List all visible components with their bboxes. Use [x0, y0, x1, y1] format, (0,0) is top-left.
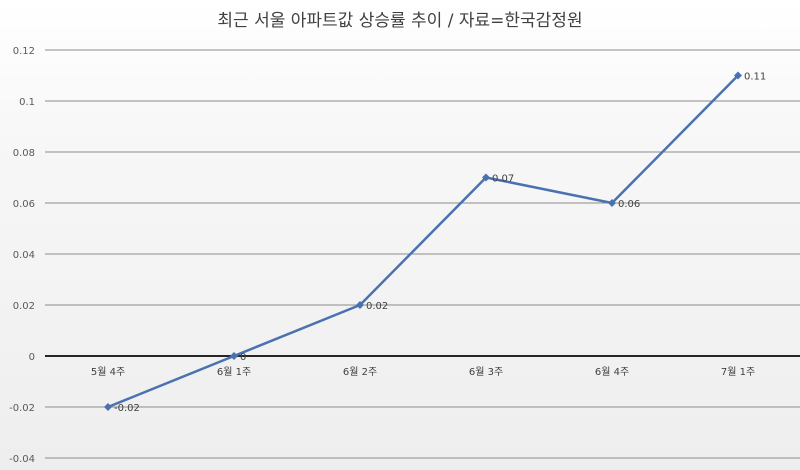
data-marker	[482, 173, 490, 182]
chart-title: 최근 서울 아파트값 상승률 추이 / 자료=한국감정원	[217, 11, 583, 31]
y-tick-label: 0.04	[13, 250, 35, 261]
data-marker	[734, 71, 742, 80]
y-tick-label: 0.02	[13, 301, 35, 312]
data-label: 0.11	[744, 72, 766, 83]
y-tick-label: 0.06	[13, 199, 35, 210]
x-tick-label: 6월 2주	[343, 366, 377, 378]
data-label: -0.02	[114, 403, 140, 414]
data-marker	[356, 301, 364, 309]
y-tick-label: 0.12	[13, 46, 35, 57]
data-label: 0.07	[492, 174, 514, 185]
y-tick-label: 0	[29, 352, 35, 363]
data-label: 0.06	[618, 199, 640, 210]
y-tick-label: 0.1	[19, 97, 35, 108]
data-marker	[104, 403, 112, 411]
y-tick-label: -0.02	[9, 403, 35, 414]
data-marker	[230, 352, 238, 360]
data-label: 0	[240, 352, 246, 363]
data-marker	[608, 199, 616, 207]
x-tick-label: 6월 3주	[469, 366, 503, 378]
y-tick-label: 0.08	[13, 148, 35, 159]
x-tick-label: 5월 4주	[91, 366, 125, 378]
x-tick-label: 6월 4주	[595, 366, 629, 378]
data-label: 0.02	[366, 301, 388, 312]
x-tick-label: 7월 1주	[721, 366, 755, 378]
series-line	[107, 74, 739, 409]
y-tick-label: -0.04	[9, 454, 35, 465]
x-tick-label: 6월 1주	[217, 366, 251, 378]
